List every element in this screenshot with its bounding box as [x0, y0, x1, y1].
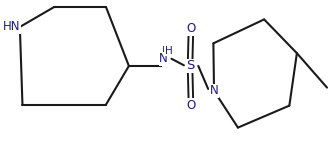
Text: S: S [186, 59, 194, 72]
Text: N: N [159, 52, 168, 65]
Text: O: O [187, 99, 196, 112]
Text: O: O [187, 22, 196, 35]
Text: N: N [210, 84, 218, 97]
Text: HN: HN [3, 20, 20, 33]
Text: H: H [165, 46, 173, 56]
Text: H: H [161, 46, 170, 56]
